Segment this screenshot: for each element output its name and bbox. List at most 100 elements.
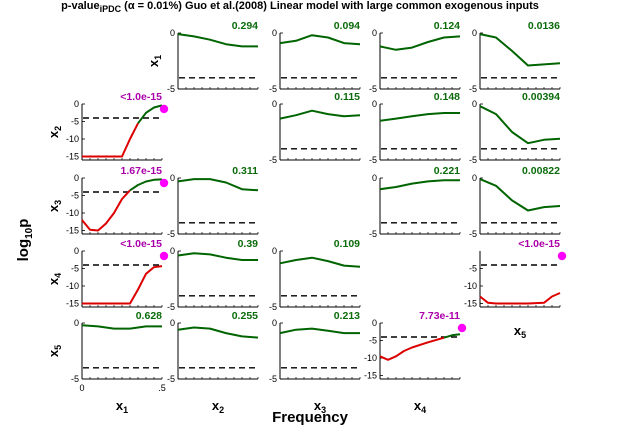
panel-r3-c4: 0 -5 0.221 xyxy=(369,165,461,239)
pvalue-label: <1.0e-15 xyxy=(120,238,162,250)
significance-marker xyxy=(159,178,169,188)
y-tick-label: -10 xyxy=(66,281,79,291)
panel-r5-c2: 0 -5 0.255 xyxy=(167,310,259,384)
y-tick-label: 0 xyxy=(74,173,79,183)
y-tick-label: -15 xyxy=(464,299,477,309)
y-tick-label: -5 xyxy=(469,264,477,274)
nonsignificant-curve xyxy=(129,178,163,192)
pvalue-label: 0.0136 xyxy=(528,20,560,32)
nonsignificant-curve xyxy=(137,104,163,124)
y-tick-label: 0 xyxy=(372,28,377,38)
y-tick-label: 0 xyxy=(372,173,377,183)
y-tick-label: -15 xyxy=(66,152,79,162)
y-tick-label: -5 xyxy=(369,84,377,94)
y-tick-label: 0 xyxy=(170,173,175,183)
nonsignificant-curve xyxy=(279,327,360,335)
y-tick-label: 0 xyxy=(74,318,79,328)
significance-marker xyxy=(159,251,169,261)
nonsignificant-curve xyxy=(177,33,258,48)
y-tick-label: 0 xyxy=(472,28,477,38)
pvalue-label: 0.221 xyxy=(434,165,460,177)
pvalue-label: 0.628 xyxy=(136,310,162,322)
y-tick-label: -5 xyxy=(369,229,377,239)
panel-r4-c3: 0 -5 0.109 xyxy=(269,238,361,312)
nonsignificant-curve xyxy=(479,178,561,212)
significant-curve xyxy=(82,265,163,305)
panel-r5-c3: 0 -5 0.213 xyxy=(269,310,361,384)
significance-marker xyxy=(557,251,567,261)
panel-r2-c5: 0 -5 0.00394 xyxy=(469,91,561,165)
y-tick-label: 0 xyxy=(74,99,79,109)
panel-r4-c2: 0 -5 0.39 xyxy=(167,238,259,312)
nonsignificant-curve xyxy=(479,105,561,145)
pvalue-label: 1.67e-15 xyxy=(121,165,163,177)
nonsignificant-curve xyxy=(379,35,461,51)
pvalue-label: 0.255 xyxy=(232,310,258,322)
significant-curve xyxy=(82,122,139,158)
panel-r3-c2: 0 -5 0.311 xyxy=(167,165,259,239)
col-label-x3: x3 xyxy=(314,398,326,415)
y-tick-label: -5 xyxy=(269,374,277,384)
y-tick-label: -5 xyxy=(369,155,377,165)
pvalue-label: 0.148 xyxy=(434,91,460,103)
row-label-x5: x5 xyxy=(46,345,63,357)
nonsignificant-curve xyxy=(279,256,361,268)
panel-r2-c1: 0 -5 -10 -15 <1.0e-15 xyxy=(66,91,169,162)
pvalue-label: 0.39 xyxy=(238,238,259,250)
pvalue-label: 0.109 xyxy=(334,238,360,250)
y-tick-label: -5 xyxy=(469,84,477,94)
panel-r1-c3: 0 -5 0.094 xyxy=(269,20,361,94)
row-label-x2: x2 xyxy=(46,126,63,138)
panel-r4-c1: 0 -5 -10 -15 <1.0e-15 xyxy=(66,238,169,309)
y-tick-label: -15 xyxy=(66,299,79,309)
pvalue-label: 0.115 xyxy=(334,91,360,103)
significance-marker xyxy=(159,104,169,114)
pvalue-label: 0.00394 xyxy=(522,91,560,103)
y-tick-label: -5 xyxy=(71,264,79,274)
y-tick-label: -5 xyxy=(167,84,175,94)
y-tick-label: -5 xyxy=(71,191,79,201)
row-label-x1: x1 xyxy=(146,55,163,67)
variable-labels: x1 x1 x2 x2 x3 x3 x4 x4 x5 x5 xyxy=(46,55,526,415)
col-label-x4: x4 xyxy=(414,398,426,415)
nonsignificant-curve xyxy=(479,33,561,67)
y-tick-label: 0 xyxy=(170,246,175,256)
pvalue-label: 0.294 xyxy=(232,20,258,32)
nonsignificant-curve xyxy=(279,109,361,120)
row-label-x3: x3 xyxy=(46,200,63,212)
panel-r1-c2: 0 -5 0.294 xyxy=(167,20,259,94)
nonsignificant-curve xyxy=(379,179,460,191)
y-tick-label: 0 xyxy=(272,28,277,38)
pvalue-label: 0.00822 xyxy=(522,165,560,177)
y-tick-label: -5 xyxy=(469,229,477,239)
col-label-x1: x1 xyxy=(116,398,128,415)
y-tick-label: 0 xyxy=(74,246,79,256)
nonsignificant-curve xyxy=(177,326,259,339)
significance-marker xyxy=(457,323,467,333)
y-tick-label: 0 xyxy=(472,173,477,183)
nonsignificant-curve xyxy=(443,333,461,339)
y-tick-label: -5 xyxy=(167,374,175,384)
panel-r3-c1: 0 -5 -10 -15 1.67e-15 xyxy=(66,165,169,236)
y-tick-label: 0 xyxy=(170,318,175,328)
y-tick-label: -5 xyxy=(269,84,277,94)
significant-curve xyxy=(479,292,561,305)
y-tick-label: 0 xyxy=(372,99,377,109)
significant-curve xyxy=(81,189,131,232)
y-tick-label: -5 xyxy=(269,302,277,312)
y-tick-label: 0 xyxy=(272,318,277,328)
y-tick-label: 0 xyxy=(372,318,377,328)
y-tick-label: 0 xyxy=(472,99,477,109)
panel-r1-c5: 0 -5 0.0136 xyxy=(469,20,561,94)
panel-r1-c4: 0 -5 0.124 xyxy=(369,20,461,94)
nonsignificant-curve xyxy=(279,34,361,46)
y-tick-label: -5 xyxy=(167,302,175,312)
significant-curve xyxy=(379,336,445,361)
row-label-x4: x4 xyxy=(46,273,63,285)
pvalue-label: 0.311 xyxy=(232,165,258,177)
nonsignificant-curve xyxy=(81,324,162,330)
nonsignificant-curve xyxy=(379,112,460,122)
pvalue-label: 0.213 xyxy=(334,310,360,322)
panel-r4-c5: -5 -10 -15 <1.0e-15 xyxy=(464,238,567,309)
